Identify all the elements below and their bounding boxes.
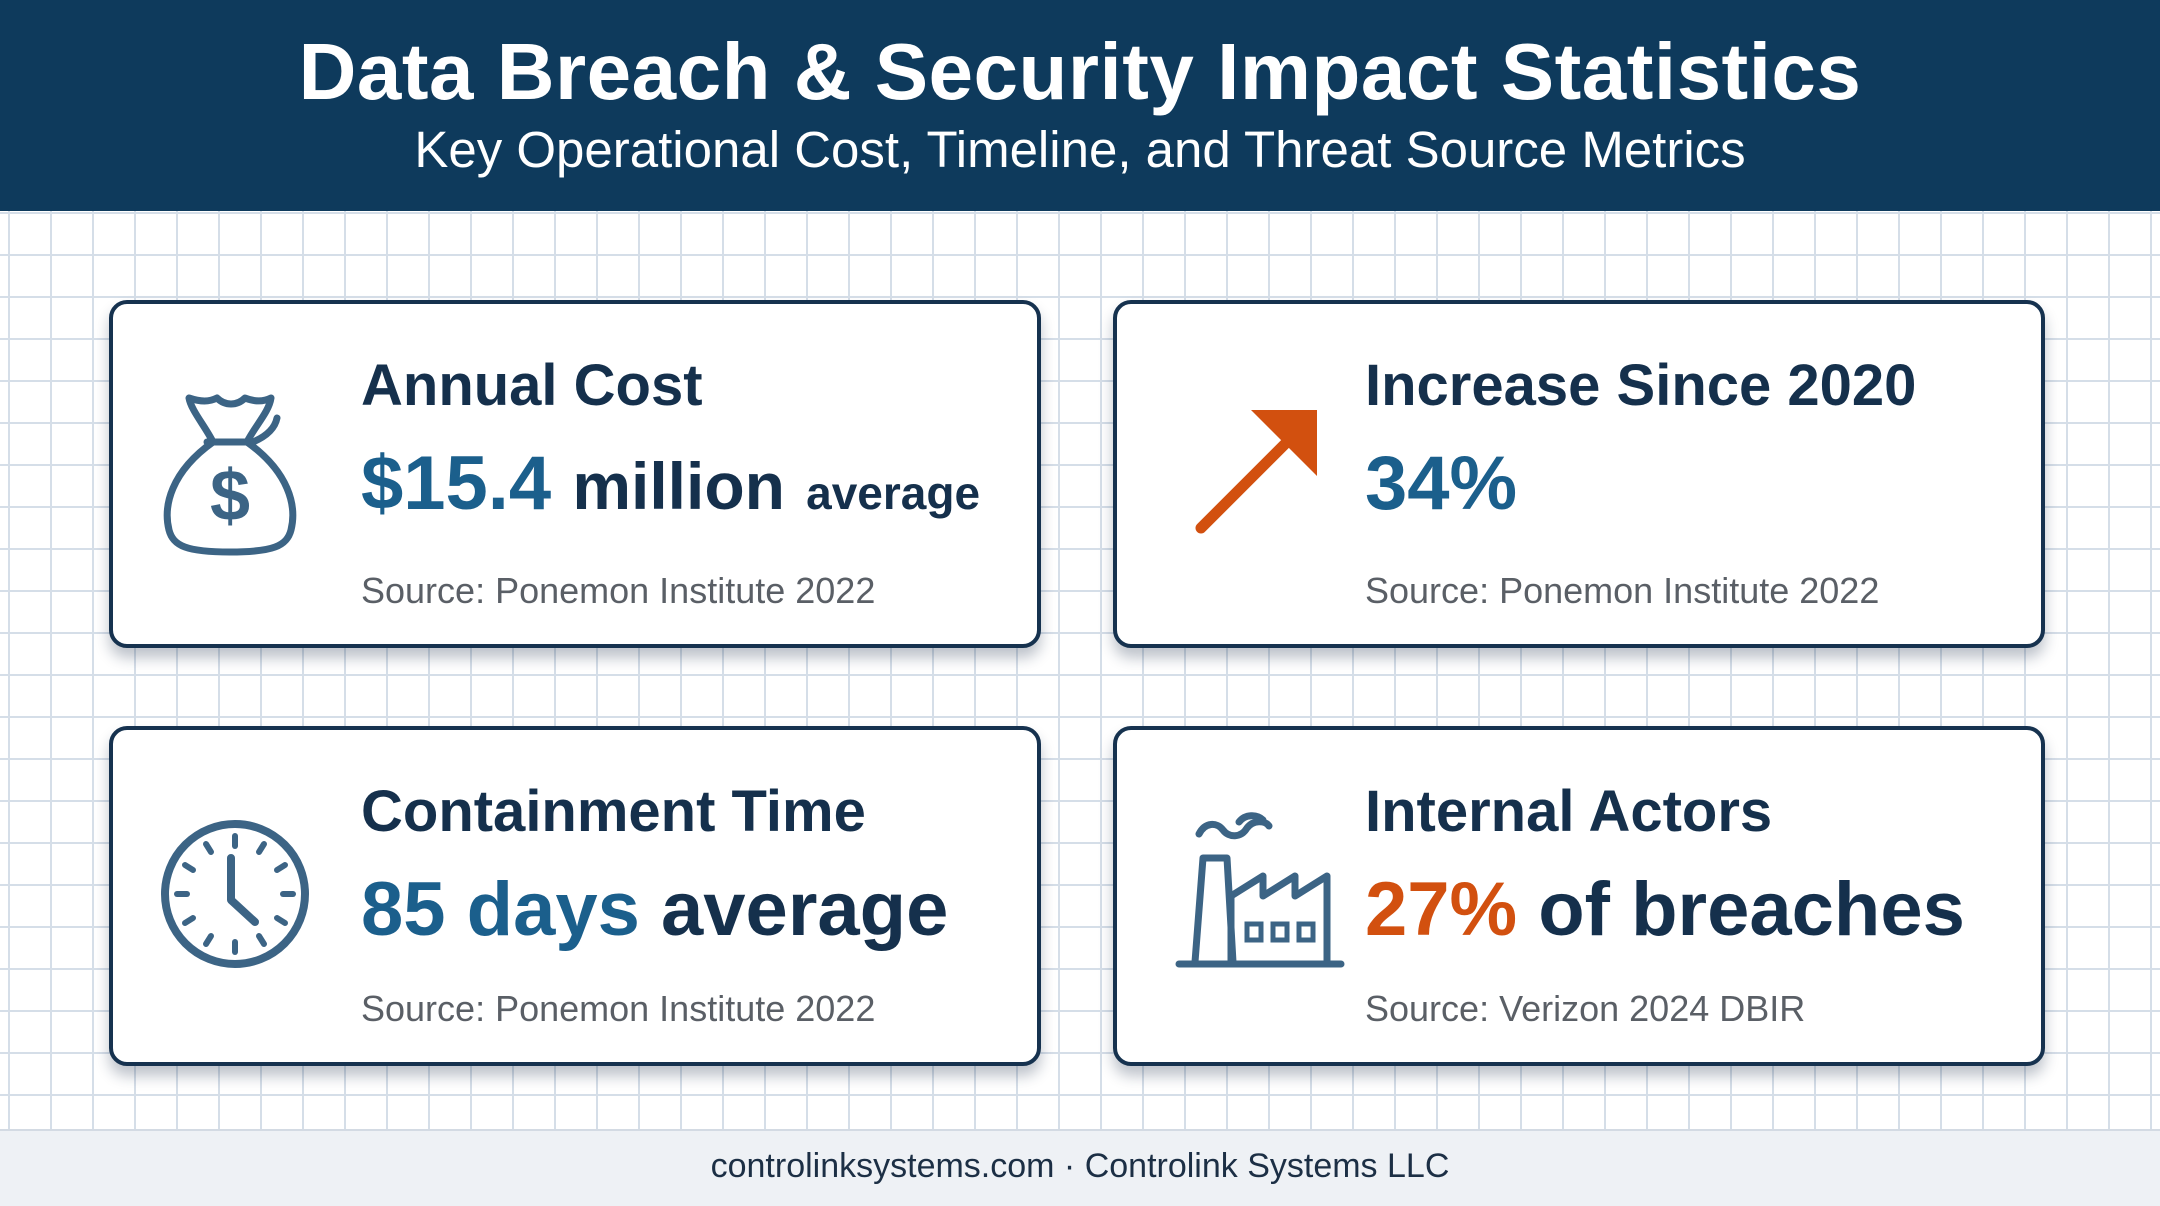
card-value: 85 days average <box>361 866 948 953</box>
clock-icon <box>155 814 309 994</box>
value-unit: million <box>572 449 785 523</box>
value-number: 27% <box>1365 867 1518 952</box>
footer-text: controlinksystems.com · Controlink Syste… <box>710 1147 1450 1185</box>
card-source: Source: Ponemon Institute 2022 <box>1365 570 1880 611</box>
value-number: 34% <box>1365 441 1518 526</box>
card-title: Annual Cost <box>361 353 703 418</box>
stat-card-containment-time: Containment Time 85 days average Source:… <box>109 726 1041 1066</box>
value-unit: average <box>661 867 949 952</box>
card-title: Internal Actors <box>1365 779 1773 844</box>
card-source: Source: Ponemon Institute 2022 <box>361 988 876 1029</box>
card-source: Source: Verizon 2024 DBIR <box>1365 988 1806 1029</box>
stat-card-internal-actors: Internal Actors 27% of breaches Source: … <box>1113 726 2045 1066</box>
page-title: Data Breach & Security Impact Statistics <box>298 27 1862 116</box>
value-number: 85 days <box>361 867 640 952</box>
card-value: $15.4 million average <box>361 440 980 527</box>
footer: controlinksystems.com · Controlink Syste… <box>0 1129 2160 1206</box>
card-value: 27% of breaches <box>1365 866 1965 953</box>
page-subtitle: Key Operational Cost, Timeline, and Thre… <box>414 121 1746 178</box>
card-title: Containment Time <box>361 779 866 844</box>
value-number: $15.4 <box>361 441 552 526</box>
stat-card-increase: Increase Since 2020 34% Source: Ponemon … <box>1113 300 2045 648</box>
money-bag-icon: $ <box>155 380 305 560</box>
value-note: average <box>806 467 981 519</box>
svg-text:$: $ <box>210 456 250 536</box>
value-unit: of breaches <box>1538 867 1965 952</box>
card-value: 34% <box>1365 440 1517 527</box>
card-title: Increase Since 2020 <box>1365 353 1917 418</box>
stat-card-annual-cost: $ Annual Cost $15.4 million average Sour… <box>109 300 1041 648</box>
factory-icon <box>1169 812 1349 992</box>
card-source: Source: Ponemon Institute 2022 <box>361 570 876 611</box>
header-banner: Data Breach & Security Impact Statistics… <box>0 0 2160 211</box>
trend-arrow-up-icon <box>1189 400 1339 580</box>
